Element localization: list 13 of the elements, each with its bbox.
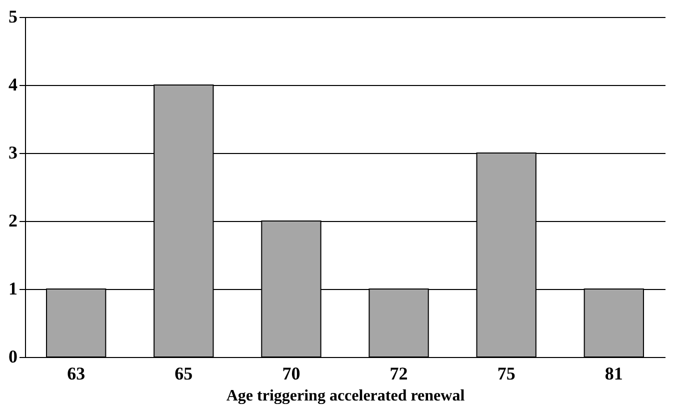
x-tick-label: 72: [390, 364, 408, 384]
y-tick-label: 2: [8, 210, 18, 230]
x-tick-label: 70: [282, 364, 300, 384]
y-tick-label: 5: [8, 6, 18, 26]
x-tick-label: 75: [497, 364, 516, 384]
y-tick-label: 4: [8, 74, 18, 94]
x-tick-label: 65: [174, 364, 193, 384]
x-tick-label: 81: [604, 364, 623, 384]
x-axis-title: Age triggering accelerated renewal: [226, 388, 466, 404]
y-tick-label: 3: [8, 142, 18, 162]
y-tick-label: 0: [8, 346, 18, 366]
y-tick-label: 1: [8, 278, 18, 298]
x-tick-label: 63: [67, 364, 86, 384]
